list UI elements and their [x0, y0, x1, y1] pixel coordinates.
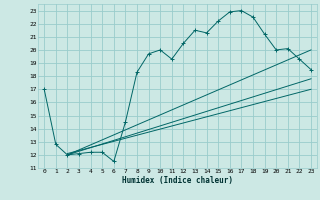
- X-axis label: Humidex (Indice chaleur): Humidex (Indice chaleur): [122, 176, 233, 185]
